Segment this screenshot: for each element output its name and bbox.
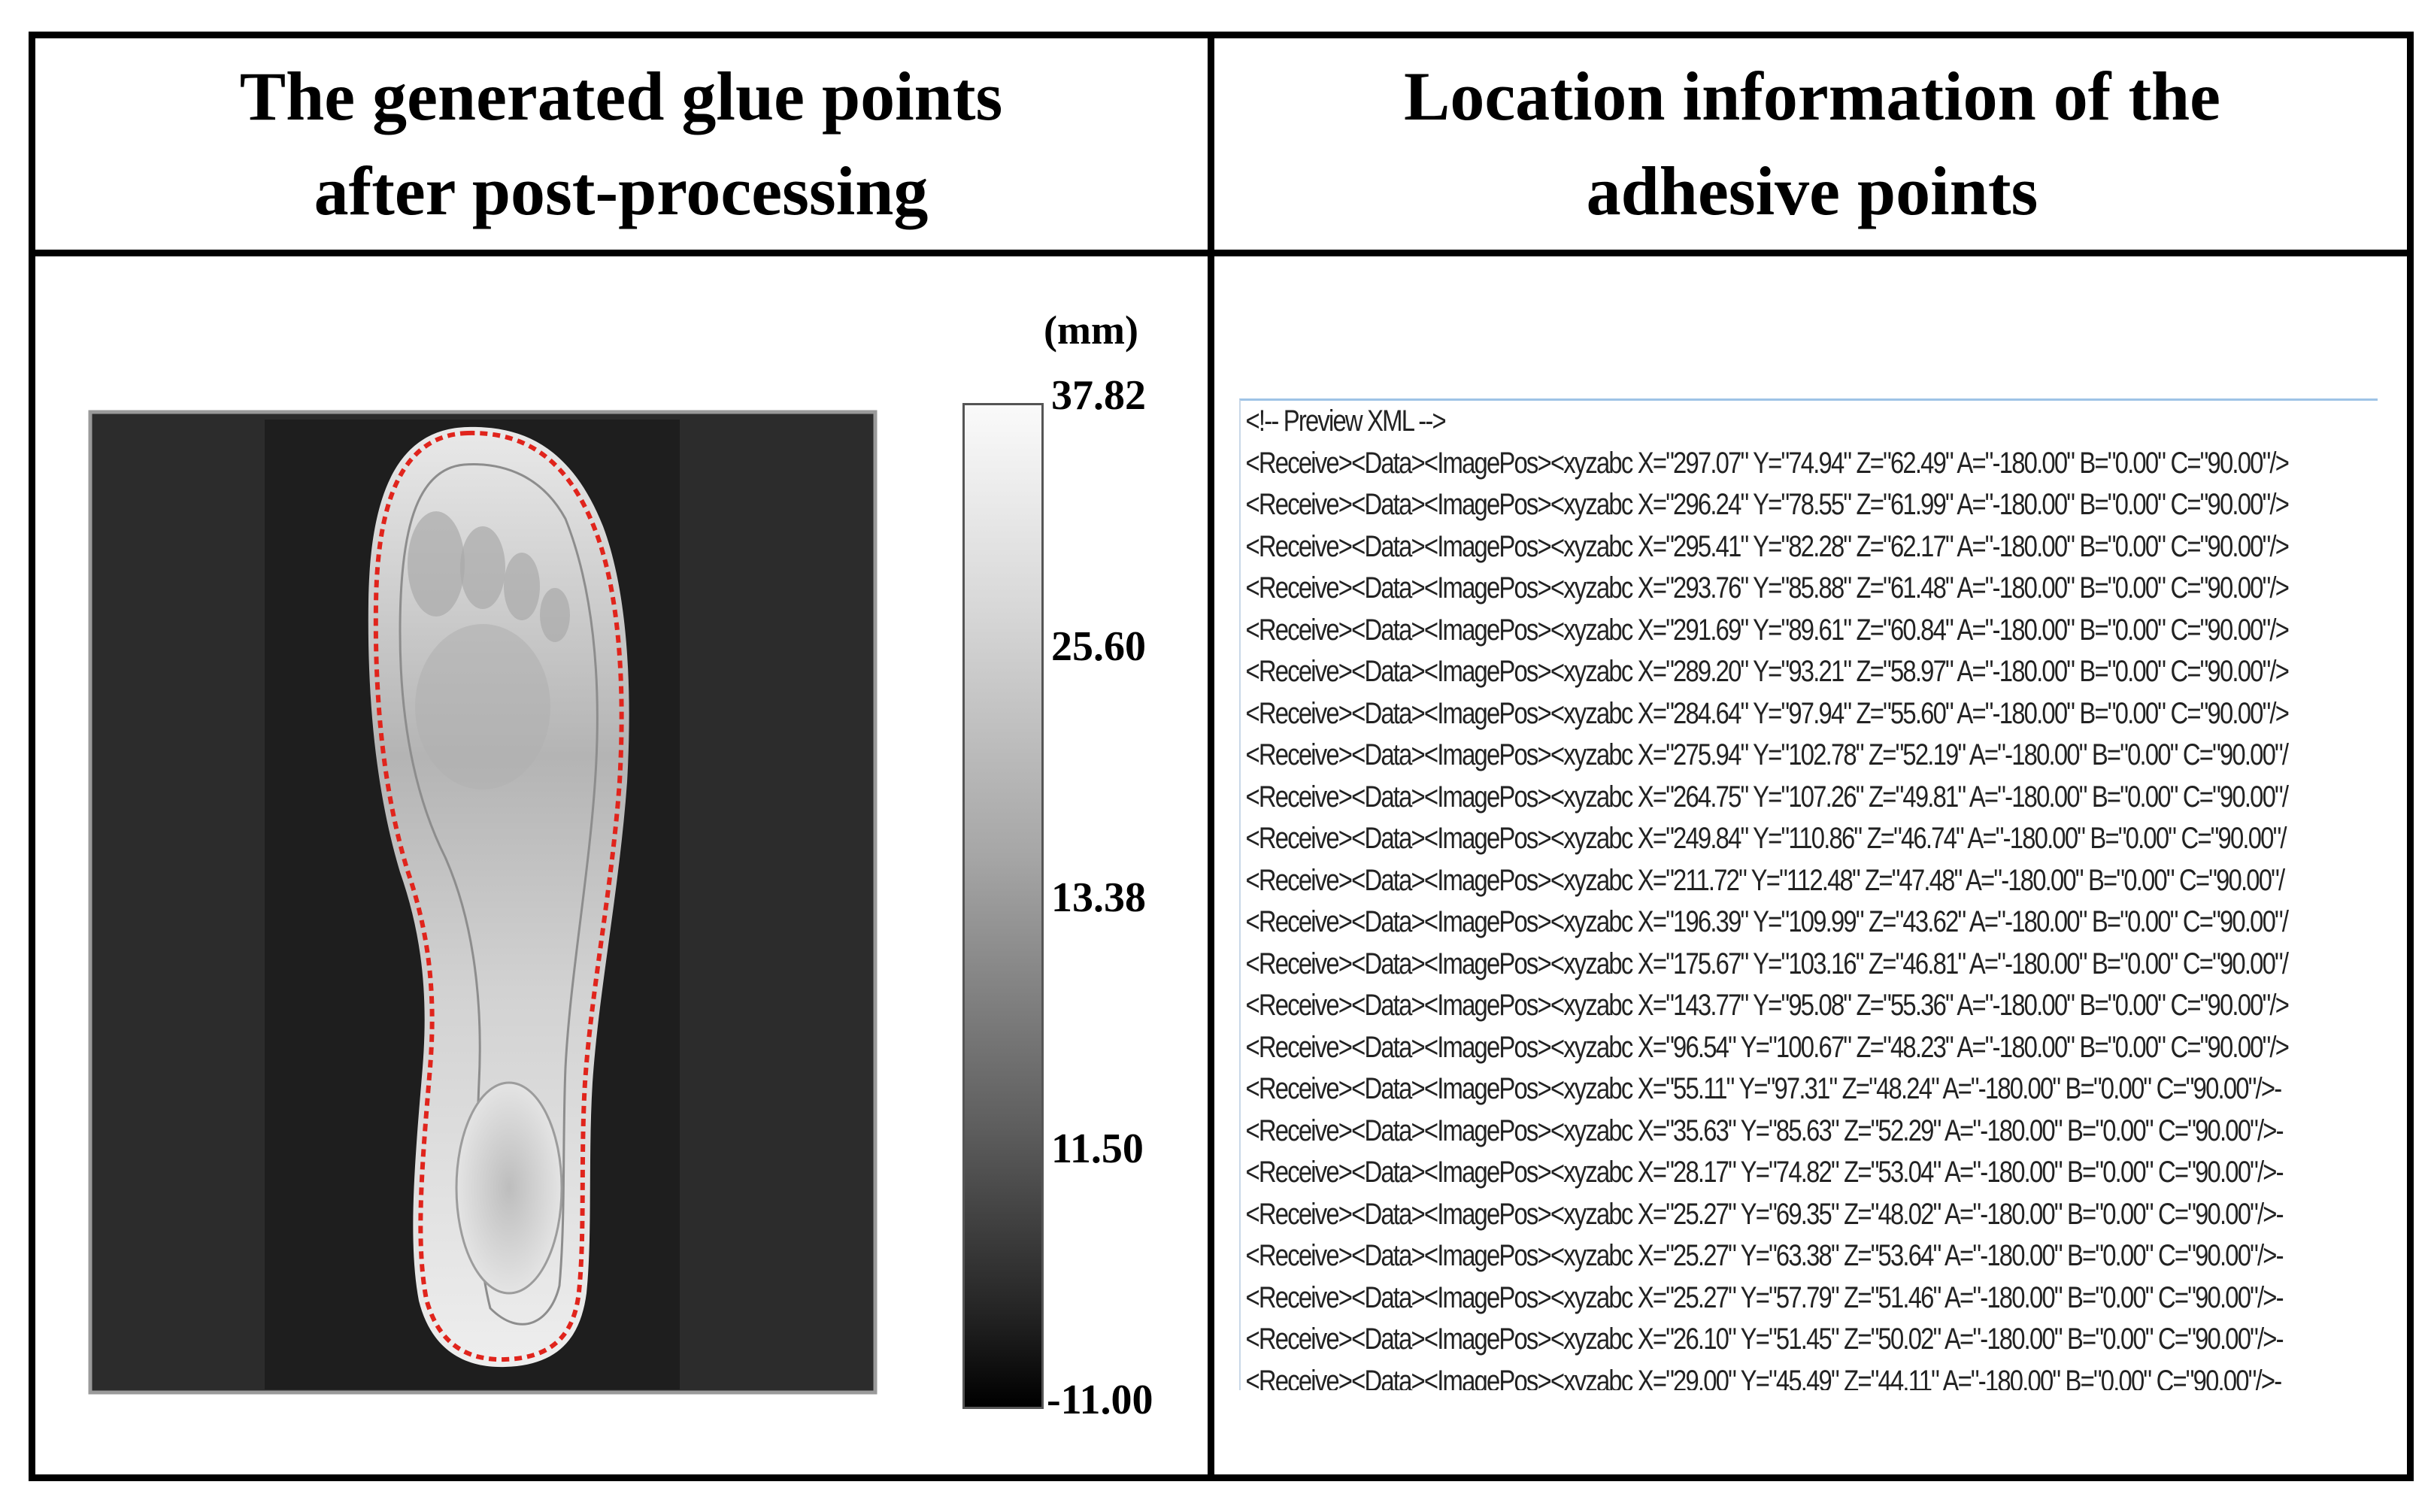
toe-impression (504, 553, 540, 620)
xml-data-line: <Receive><Data><ImagePos><xyzabc X="295.… (1245, 529, 2290, 563)
heel-impression (455, 1081, 563, 1295)
xml-data-line: <Receive><Data><ImagePos><xyzabc X="291.… (1245, 613, 2290, 647)
xml-data-line: <Receive><Data><ImagePos><xyzabc X="296.… (1245, 488, 2290, 521)
xml-data-line: <Receive><Data><ImagePos><xyzabc X="29.0… (1245, 1364, 2283, 1391)
toe-impression (460, 526, 505, 609)
header-divider (29, 250, 2414, 256)
right-header-line-1: Location information of the (1403, 58, 2221, 135)
xml-data-line: <Receive><Data><ImagePos><xyzabc X="55.1… (1245, 1072, 2283, 1105)
xml-data-line: <Receive><Data><ImagePos><xyzabc X="264.… (1245, 780, 2289, 814)
colorbar-unit-label: (mm) (1044, 308, 1138, 353)
xml-data-line: <Receive><Data><ImagePos><xyzabc X="28.1… (1245, 1156, 2284, 1189)
colorbar-tick: 13.38 (1051, 874, 1146, 921)
left-header-line-2: after post-processing (314, 153, 929, 229)
xml-data-line: <Receive><Data><ImagePos><xyzabc X="275.… (1245, 738, 2289, 771)
column-divider (1208, 32, 1214, 1481)
xml-data-line: <Receive><Data><ImagePos><xyzabc X="293.… (1245, 571, 2290, 604)
glue-point-path (373, 430, 624, 1362)
toe-impression (540, 588, 570, 642)
xml-data-line: <Receive><Data><ImagePos><xyzabc X="25.2… (1245, 1239, 2284, 1272)
table-frame (29, 32, 2414, 1481)
xml-data-line: <Receive><Data><ImagePos><xyzabc X="289.… (1245, 655, 2290, 688)
xml-data-line: <Receive><Data><ImagePos><xyzabc X="297.… (1245, 446, 2290, 480)
left-column-header: The generated glue points after post-pro… (38, 42, 1205, 245)
forefoot-impression (415, 624, 550, 789)
depth-colorbar (962, 403, 1044, 1409)
xml-comment-line: <!-- Preview XML --> (1245, 405, 1447, 438)
colorbar-tick: 25.60 (1051, 623, 1146, 670)
right-header-line-2: adhesive points (1586, 153, 2038, 229)
insole-depth-image (84, 406, 881, 1398)
colorbar-tick: 37.82 (1051, 372, 1146, 419)
xml-data-line: <Receive><Data><ImagePos><xyzabc X="249.… (1245, 822, 2287, 855)
colorbar-tick: 11.50 (1051, 1126, 1144, 1172)
insole-depth-svg (88, 410, 878, 1395)
colorbar-tick: -11.00 (1047, 1377, 1153, 1423)
xml-data-line: <Receive><Data><ImagePos><xyzabc X="25.2… (1245, 1280, 2284, 1314)
xml-data-line: <Receive><Data><ImagePos><xyzabc X="284.… (1245, 696, 2290, 730)
xml-data-line: <Receive><Data><ImagePos><xyzabc X="211.… (1245, 863, 2286, 897)
xml-data-line: <Receive><Data><ImagePos><xyzabc X="175.… (1245, 947, 2289, 980)
xml-data-line: <Receive><Data><ImagePos><xyzabc X="196.… (1245, 905, 2289, 938)
xml-preview-panel[interactable]: <!-- Preview XML --> <Receive><Data><Ima… (1239, 398, 2378, 1390)
right-column-header: Location information of the adhesive poi… (1218, 42, 2406, 245)
left-header-line-1: The generated glue points (239, 58, 1003, 135)
xml-data-line: <Receive><Data><ImagePos><xyzabc X="96.5… (1245, 1030, 2290, 1064)
insole-inner-contour (399, 463, 599, 1326)
toe-impression (408, 511, 465, 617)
xml-line-list: <Receive><Data><ImagePos><xyzabc X="297.… (1241, 443, 2378, 1391)
xml-data-line: <Receive><Data><ImagePos><xyzabc X="35.6… (1245, 1114, 2284, 1147)
xml-data-line: <Receive><Data><ImagePos><xyzabc X="143.… (1245, 989, 2290, 1022)
xml-data-line: <Receive><Data><ImagePos><xyzabc X="26.1… (1245, 1323, 2284, 1356)
xml-data-line: <Receive><Data><ImagePos><xyzabc X="25.2… (1245, 1197, 2284, 1231)
